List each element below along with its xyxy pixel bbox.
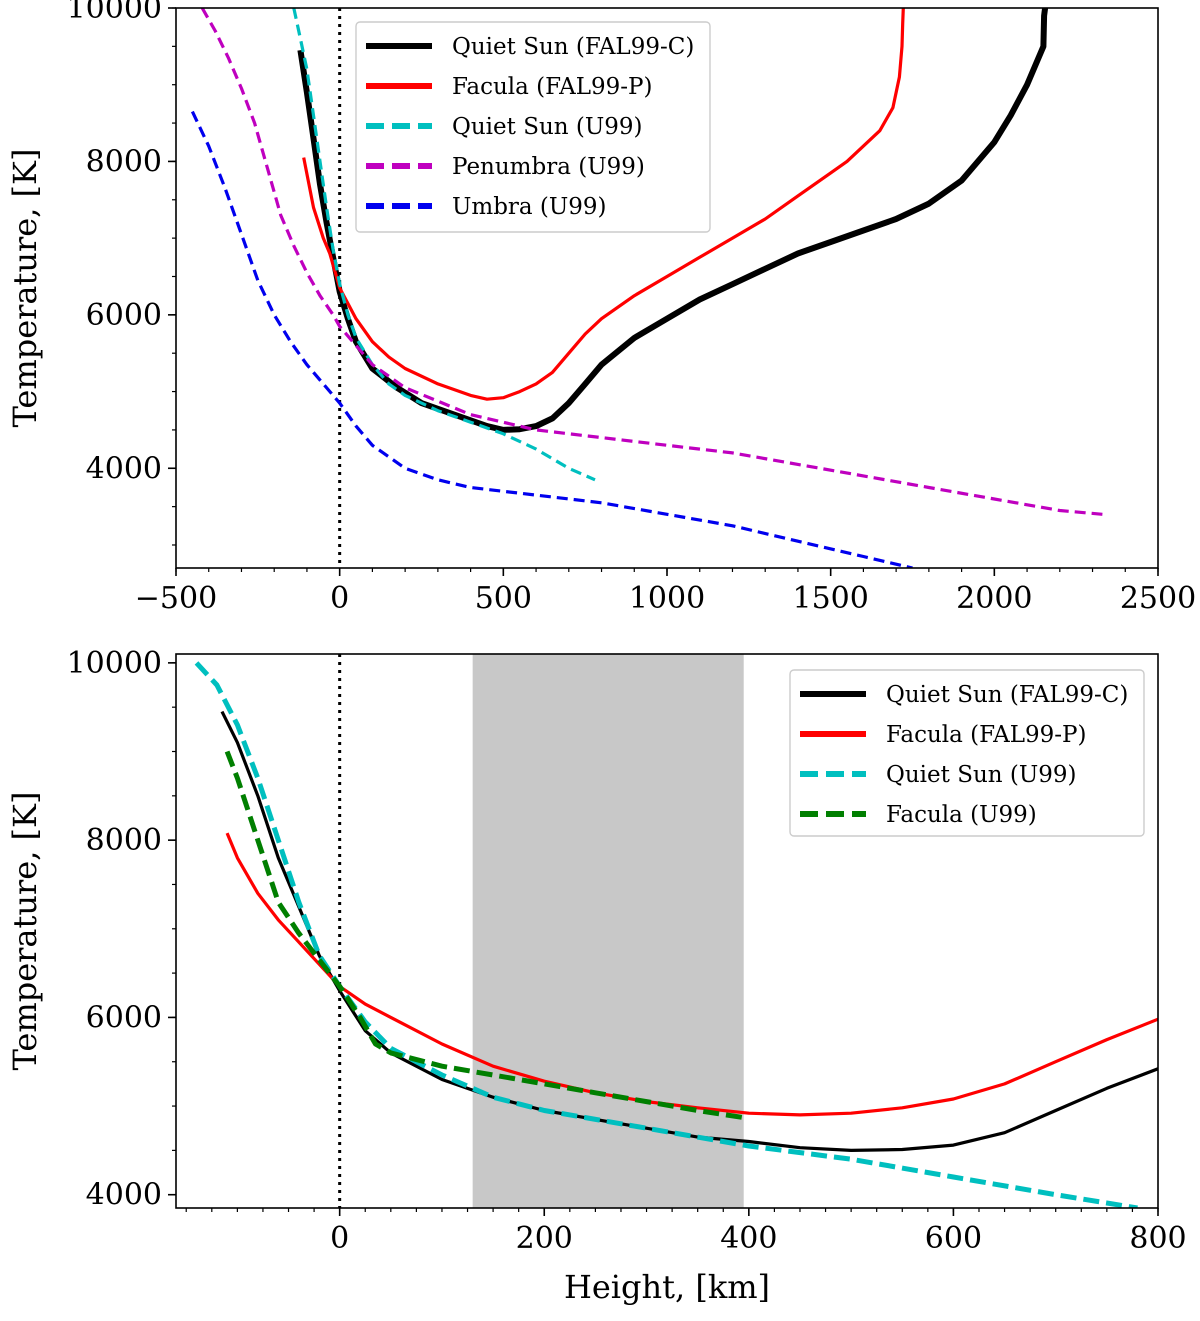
legend-label: Quiet Sun (FAL99-C) [886,682,1128,708]
y-tick-label: 4000 [86,451,162,486]
x-tick-label: 600 [925,1221,982,1256]
series-line-facula-fal99-p [302,8,905,401]
legend-box [355,21,711,233]
series-line-quiet-sun-fal99-c [297,8,1049,433]
chart-panel-2: 0 200 400 600 800 4000 6000 8000 10000 Temperatur… [6,646,1187,1306]
legend: Quiet Sun (FAL99-C) Facula (FAL99-P) Quiet… [789,669,1145,837]
series-line-facula-u99 [224,750,745,1121]
legend-label: Facula (FAL99-P) [886,722,1087,748]
x-tick-label: 2500 [1120,581,1196,616]
series-line-quiet-sun-u99 [194,661,1138,1208]
legend: Quiet Sun (FAL99-C) Facula (FAL99-P) Quiet… [355,21,711,233]
legend-label: Facula (FAL99-P) [452,74,653,100]
plot-frame [175,653,1159,1209]
x-tick-label: 0 [330,581,349,616]
x-tick-label: 500 [475,581,532,616]
x-tick-label: 200 [516,1221,573,1256]
y-tick-label: 8000 [86,144,162,179]
series-line-quiet-sun-u99 [292,8,596,482]
shaded-region [472,654,744,1208]
y-tick-label: 6000 [86,1000,162,1035]
y-tick-label: 10000 [67,0,162,26]
y-tick-label: 6000 [86,298,162,333]
legend-label: Quiet Sun (U99) [452,114,642,140]
chart-panel-1: −500 0 500 1000 1500 2000 2500 4000 6000 8000 1000… [6,0,1196,616]
legend-label: Penumbra (U99) [452,154,645,180]
y-tick-label: 8000 [86,823,162,858]
x-tick-label: 1000 [629,581,705,616]
y-axis-title: Temperature, [K] [6,792,44,1071]
x-tick-label: 1500 [792,581,868,616]
legend-label: Facula (U99) [886,802,1037,828]
legend-label: Umbra (U99) [452,194,607,220]
legend-box [789,669,1145,837]
series-line-umbra-u99 [190,110,913,568]
x-tick-label: 800 [1129,1221,1186,1256]
x-tick-label: −500 [135,581,217,616]
legend-label: Quiet Sun (U99) [886,762,1076,788]
x-tick-label: 0 [330,1221,349,1256]
y-tick-label: 10000 [67,646,162,681]
y-axis-title: Temperature, [K] [6,149,44,428]
x-tick-label: 400 [720,1221,777,1256]
x-tick-label: 2000 [956,581,1032,616]
legend-label: Quiet Sun (FAL99-C) [452,34,694,60]
x-axis-title: Height, [km] [564,1268,770,1306]
y-tick-label: 4000 [86,1178,162,1213]
